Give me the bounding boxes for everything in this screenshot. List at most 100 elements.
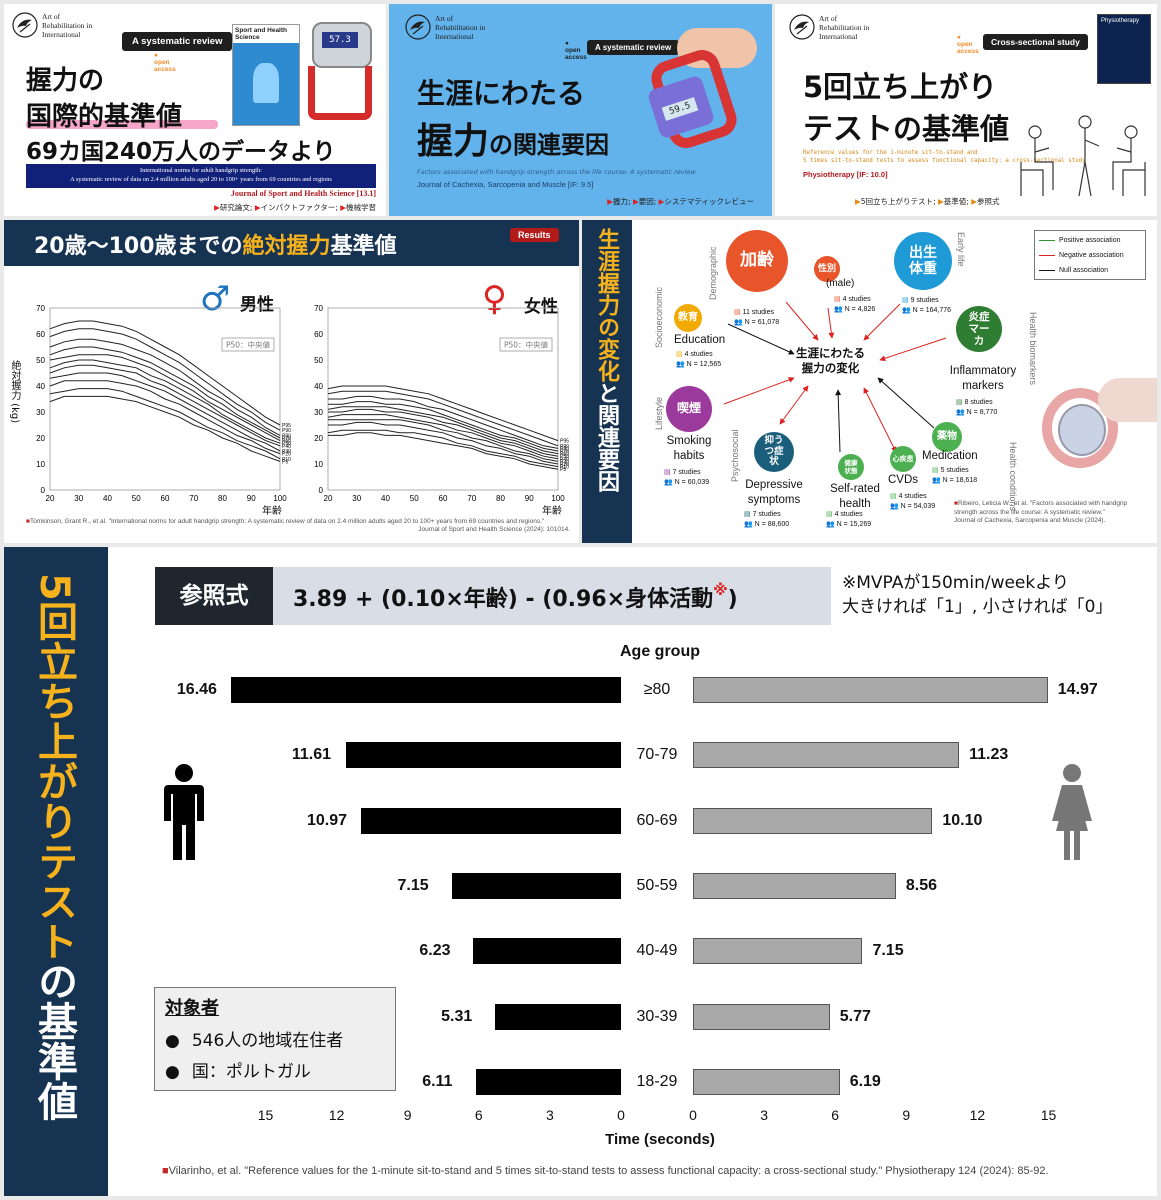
y-tick-label: 30: [36, 408, 45, 417]
bird-logo-icon: [405, 14, 431, 40]
brand-logo: Art of Rehabilitation in International: [12, 12, 92, 39]
legend-null: Null association: [1039, 263, 1141, 278]
percentile-line: [328, 395, 559, 449]
x-tick-label: 6: [474, 1107, 483, 1123]
x-tick-label: 90: [247, 494, 256, 503]
tag[interactable]: 機械学習: [346, 203, 376, 212]
brand-logo: Art of Rehabilitation in International: [405, 14, 485, 41]
tag[interactable]: 要因: [638, 197, 654, 206]
male-value-label: 16.46: [176, 681, 217, 698]
tag[interactable]: 基準値: [943, 197, 967, 206]
subjects-title: 対象者: [165, 998, 219, 1019]
bubble-birth-weight[interactable]: 出生体重: [894, 232, 952, 290]
brand-logo: Art of Rehabilitation in International: [789, 14, 869, 41]
x-tick-label: 3: [760, 1107, 768, 1123]
bubble-self-rated-health[interactable]: 健康状態: [838, 454, 864, 480]
card1-journal: Journal of Sport and Health Science [13.…: [230, 189, 376, 198]
factors-vertical-bar: 生涯握力の変化と関連要因: [582, 220, 632, 543]
card-sit-to-stand[interactable]: Art of Rehabilitation in International ● op…: [775, 4, 1157, 216]
tag[interactable]: 参照式: [976, 197, 1000, 206]
card3-title-line1: 5回立ち上がり: [803, 70, 998, 104]
percentile-line: [49, 328, 281, 431]
female-grip-chart: 0 10 20 30 40 50 60 70 20 30 40 50 60 70 80 90 100 P95P90…: [314, 304, 569, 503]
x-tick-label: 20: [46, 494, 55, 503]
male-value-label: 10.97: [307, 811, 348, 829]
dynamometer-image: 59.5: [646, 18, 767, 153]
tag[interactable]: インパクトファクター: [260, 203, 336, 212]
percentile-label: P90: [282, 428, 291, 434]
card-grip-factors[interactable]: Art of Rehabilitation in International ● op…: [389, 4, 772, 216]
percentile-line: [49, 380, 281, 455]
percentile-label: P95: [282, 423, 291, 429]
male-bar: [495, 1003, 621, 1030]
female-bar: [693, 938, 863, 965]
bubble-education[interactable]: 教育: [674, 304, 702, 332]
percentile-line: [328, 432, 559, 470]
citation-icon: ■: [26, 518, 30, 525]
tag[interactable]: 研究論文: [219, 203, 250, 212]
percentile-label: P20: [282, 452, 291, 458]
x-tick-label: 100: [551, 494, 565, 503]
category-psychosocial: Psychosocial: [730, 429, 740, 482]
bubble-cvds[interactable]: 心疾患: [890, 446, 916, 472]
bubble-inflammatory[interactable]: 炎症マーカ: [956, 306, 1002, 352]
percentile-line: [327, 414, 559, 460]
bubble-aging[interactable]: 加齢: [726, 230, 788, 292]
female-bar: [693, 807, 933, 834]
x-tick-label: 3: [545, 1107, 554, 1123]
factors-panel: 生涯握力の変化と関連要因 Positive association Negati…: [582, 220, 1157, 543]
bubble-medication[interactable]: 薬物: [932, 422, 962, 452]
x-tick-label: 12: [328, 1107, 345, 1123]
formula-box: 参照式 3.89 + (0.10×年齢) - (0.96×身体活動※): [155, 567, 831, 625]
bubble-sex[interactable]: 性別: [814, 256, 840, 282]
doc-icon: ▤: [890, 493, 897, 500]
percentile-label: P40: [282, 444, 291, 450]
male-label: 男性: [240, 295, 274, 315]
age-group-label: 18-29: [636, 1072, 678, 1090]
bubble-depressive[interactable]: 抑うつ症状: [754, 432, 794, 472]
card1-tags: ▶研究論文; ▶インパクトファクター; ▶機械学習: [214, 203, 376, 212]
y-tick-label: 50: [36, 356, 45, 365]
open-access-icon: ●: [154, 52, 158, 59]
x-tick-label: 0: [689, 1107, 697, 1123]
female-value-label: 11.23: [969, 746, 1009, 764]
sts-vertical-title: 5回立ち上がりテストの基準値: [31, 573, 77, 1121]
percentile-label: P40: [560, 457, 569, 463]
percentile-line: [49, 364, 281, 447]
card1-title-line3: 69カ国240万人のデータより: [26, 139, 336, 165]
x-tick-label: 40: [381, 494, 390, 503]
x-tick-label: 15: [257, 1107, 274, 1123]
people-icon: 👥: [834, 306, 843, 313]
percentile-line: [49, 388, 281, 460]
female-person-icon: [1052, 764, 1092, 860]
bubble-smoking[interactable]: 喫煙: [666, 386, 712, 432]
dynamometer-photo: [1038, 370, 1157, 480]
percentile-line: [328, 408, 559, 457]
legend-negative: Negative association: [1039, 248, 1141, 263]
stat-aging: ▤ 11 studies 👥 N = 61,078: [734, 309, 780, 326]
y-tick-label: 70: [36, 304, 45, 313]
tag[interactable]: 5回立ち上がりテスト: [860, 197, 934, 206]
tag[interactable]: 握力: [613, 197, 629, 206]
card1-english-title: International norms for adult handgrip s…: [26, 164, 376, 188]
people-icon: 👥: [932, 477, 941, 484]
bird-logo-icon: [789, 14, 815, 40]
y-tick-label: 0: [41, 486, 46, 495]
card-grip-norms[interactable]: Art of Rehabilitation in International A s…: [4, 4, 386, 216]
y-tick-label: 10: [314, 460, 323, 469]
sts-chart: 16.46 ≥80 14.97 11.61 70-79 11.23 10.97 60-69 10…: [4, 547, 1157, 1196]
grip-citation: ■Tomkinson, Grant R., et al. "Internatio…: [26, 518, 570, 533]
doc-icon: ▤: [932, 467, 939, 474]
doc-icon: ▤: [834, 296, 841, 303]
x-tick-label: 60: [439, 494, 448, 503]
male-value-label: 11.61: [291, 746, 331, 764]
subject-item: ● 546人の地域在住者: [165, 1031, 344, 1051]
subjects-box: 対象者 ● 546人の地域在住者 ● 国：ポルトガル: [154, 987, 396, 1091]
doc-icon: ▤: [826, 511, 833, 518]
grip-norms-header: 20歳〜100歳までの絶対握力基準値 Results: [4, 220, 579, 266]
doc-icon: ▤: [744, 511, 751, 518]
category-health-biomarkers: Health biomarkers: [1028, 312, 1038, 386]
age-group-label: 30-39: [636, 1007, 678, 1025]
x-tick-label: 100: [273, 494, 287, 503]
tag[interactable]: システマティックレビュー: [664, 197, 754, 206]
